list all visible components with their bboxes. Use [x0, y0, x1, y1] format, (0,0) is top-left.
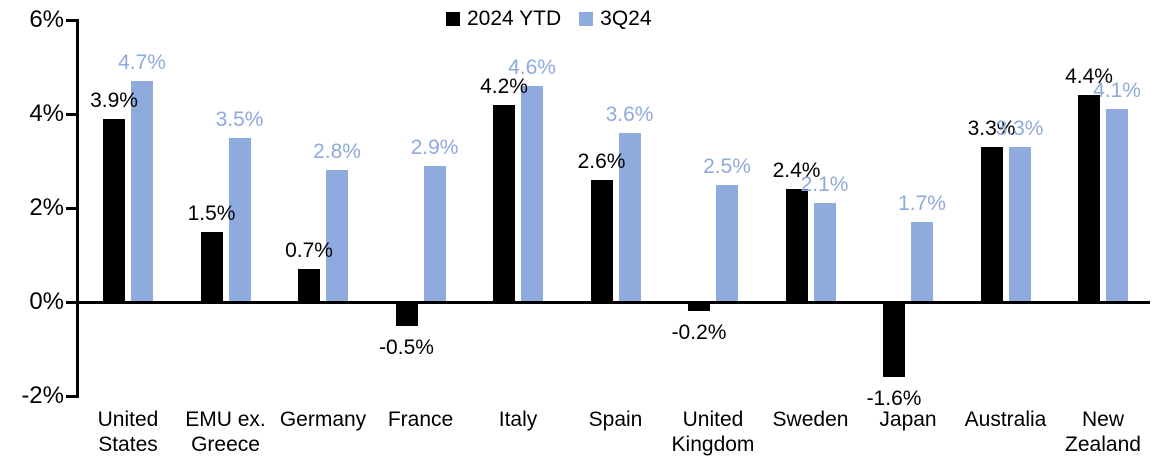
- category-label-sweden: Sweden: [772, 408, 849, 431]
- bar-2024-ytd-france: [395, 302, 418, 326]
- value-label-3q24-germany: 2.8%: [313, 140, 361, 164]
- value-label-3q24-france: 2.9%: [410, 135, 459, 159]
- y-tick-label-2: 2%: [29, 194, 64, 221]
- legend-item-3q24: 3Q24: [579, 7, 652, 31]
- value-label-3q24-new-zealand: 4.1%: [1093, 79, 1141, 103]
- category-label-germany: Germany: [279, 408, 367, 431]
- category-label-australia: Australia: [964, 408, 1047, 431]
- y-tick-6: [66, 18, 76, 22]
- value-label-2024-ytd-new-zealand: 4.4%: [1065, 65, 1113, 89]
- category-label-japan: Japan: [879, 408, 937, 431]
- value-label-3q24-emu-ex-greece: 3.5%: [215, 107, 264, 131]
- value-label-3q24-sweden: 2.1%: [800, 173, 849, 197]
- value-label-2024-ytd-spain: 2.6%: [577, 149, 626, 173]
- value-label-3q24-japan: 1.7%: [898, 192, 946, 216]
- legend-item-2024-ytd: 2024 YTD: [446, 7, 561, 31]
- value-label-3q24-italy: 4.6%: [508, 55, 556, 79]
- bar-3q24-united-kingdom: [716, 184, 738, 302]
- category-label-france: France: [387, 408, 454, 431]
- value-label-3q24-australia: 3.3%: [995, 116, 1044, 140]
- bar-2024-ytd-sweden: [785, 189, 808, 302]
- bar-2024-ytd-japan: [883, 302, 905, 378]
- legend-label-3q24: 3Q24: [600, 7, 652, 30]
- bar-3q24-france: [423, 165, 446, 302]
- value-label-2024-ytd-japan: -1.6%: [866, 387, 922, 411]
- bar-3q24-australia: [1008, 146, 1031, 302]
- y-axis-line: [76, 18, 79, 398]
- value-label-2024-ytd-emu-ex-greece: 1.5%: [187, 201, 236, 225]
- y-tick-0: [66, 300, 76, 304]
- value-label-2024-ytd-france: -0.5%: [379, 335, 434, 359]
- y-tick-label-2: -2%: [21, 382, 64, 409]
- bar-3q24-new-zealand: [1106, 109, 1128, 302]
- bar-2024-ytd-united-states: [103, 118, 125, 302]
- chart-legend: 2024 YTD 3Q24: [446, 6, 652, 32]
- bar-3q24-united-states: [131, 81, 153, 302]
- value-label-2024-ytd-sweden: 2.4%: [772, 159, 821, 183]
- value-label-2024-ytd-italy: 4.2%: [480, 74, 528, 98]
- y-tick-2: [66, 394, 76, 398]
- bar-2024-ytd-united-kingdom: [688, 302, 710, 312]
- bar-3q24-spain: [618, 132, 641, 302]
- category-label-emu-ex-greece: EMU ex. Greece: [185, 408, 266, 456]
- category-label-spain: Spain: [588, 408, 643, 431]
- bar-3q24-japan: [911, 222, 933, 302]
- y-tick-label-0: 0%: [29, 288, 64, 315]
- bar-2024-ytd-germany: [298, 269, 320, 302]
- value-label-2024-ytd-germany: 0.7%: [285, 239, 333, 263]
- value-label-2024-ytd-australia: 3.3%: [967, 116, 1016, 140]
- value-label-3q24-united-kingdom: 2.5%: [703, 154, 751, 178]
- bar-3q24-emu-ex-greece: [228, 137, 251, 302]
- y-tick-2: [66, 206, 76, 210]
- bar-3q24-sweden: [813, 203, 836, 302]
- category-label-united-states: United States: [97, 408, 159, 456]
- bar-3q24-italy: [521, 85, 543, 302]
- y-tick-label-4: 4%: [29, 100, 64, 127]
- bar-2024-ytd-italy: [493, 104, 515, 302]
- legend-label-2024-ytd: 2024 YTD: [467, 7, 562, 30]
- bar-3q24-germany: [326, 170, 348, 302]
- value-label-3q24-united-states: 4.7%: [118, 51, 166, 75]
- bar-2024-ytd-australia: [980, 146, 1003, 302]
- y-tick-4: [66, 112, 76, 116]
- category-label-italy: Italy: [498, 408, 538, 431]
- legend-swatch-3q24: [579, 12, 594, 26]
- legend-swatch-2024-ytd: [446, 12, 460, 26]
- value-label-3q24-spain: 3.6%: [605, 102, 654, 126]
- x-axis-line: [76, 300, 1150, 304]
- category-label-united-kingdom: United Kingdom: [671, 408, 755, 456]
- bar-2024-ytd-emu-ex-greece: [200, 231, 223, 302]
- category-label-new-zealand: New Zealand: [1065, 408, 1141, 456]
- bar-2024-ytd-spain: [590, 179, 613, 302]
- y-tick-label-6: 6%: [29, 6, 64, 33]
- bar-2024-ytd-new-zealand: [1078, 95, 1100, 302]
- value-label-2024-ytd-united-kingdom: -0.2%: [671, 321, 727, 345]
- value-label-2024-ytd-united-states: 3.9%: [90, 88, 138, 112]
